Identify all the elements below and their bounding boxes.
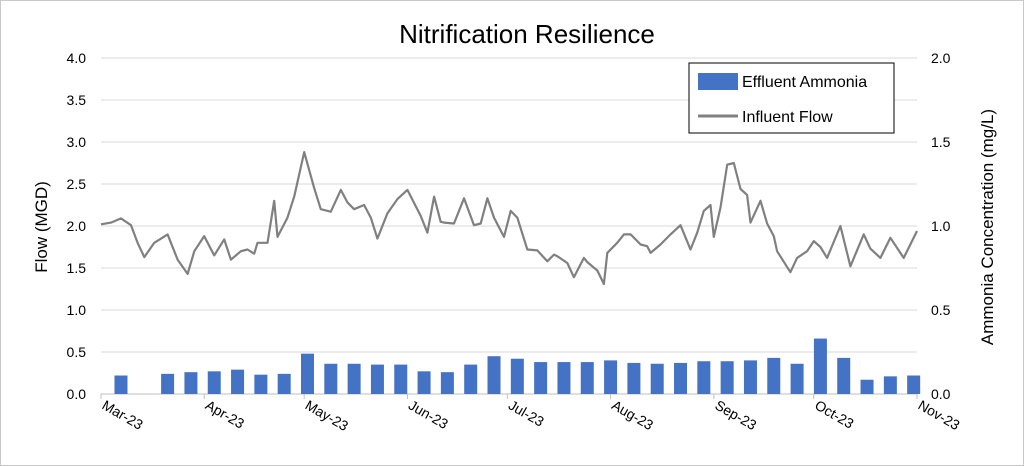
- bar-effluent-ammonia: [907, 375, 921, 394]
- bar-effluent-ammonia: [790, 363, 804, 394]
- bar-effluent-ammonia: [464, 364, 478, 394]
- right-y-axis-title: Ammonia Concentration (mg/L): [978, 109, 997, 345]
- bar-effluent-ammonia: [604, 360, 618, 394]
- left-y-tick-label: 2.5: [67, 176, 87, 192]
- left-y-tick-label: 3.0: [67, 134, 87, 150]
- bar-effluent-ammonia: [161, 373, 175, 394]
- x-tick-label: Oct-23: [812, 397, 857, 432]
- x-tick-label: Nov-23: [916, 397, 963, 434]
- right-y-tick-label: 1.5: [931, 134, 951, 150]
- x-tick-label: Sep-23: [712, 397, 759, 434]
- bar-effluent-ammonia: [254, 374, 268, 394]
- bar-effluent-ammonia: [394, 364, 408, 394]
- x-tick-label: Jul-23: [506, 397, 547, 430]
- bar-effluent-ammonia: [487, 356, 501, 394]
- chart-title: Nitrification Resilience: [399, 19, 655, 49]
- bar-effluent-ammonia: [184, 372, 198, 394]
- left-y-axis-ticks: 0.0 0.5 1.0 1.5 2.0 2.5 3.0 3.5 4.0: [67, 50, 87, 402]
- legend-label-influent-flow: Influent Flow: [742, 109, 833, 126]
- line-series-influent-flow: [100, 151, 918, 286]
- influent-flow-line: [100, 151, 918, 286]
- x-tick-label: Aug-23: [609, 397, 656, 434]
- bar-effluent-ammonia: [720, 361, 734, 394]
- legend-box: [688, 62, 895, 134]
- bar-series-effluent-ammonia: [114, 338, 921, 394]
- right-y-tick-label: 1.0: [931, 218, 951, 234]
- bar-effluent-ammonia: [347, 363, 361, 394]
- grid-lines: [101, 57, 917, 395]
- bar-effluent-ammonia: [743, 360, 757, 394]
- bar-effluent-ammonia: [557, 362, 571, 394]
- bar-effluent-ammonia: [207, 371, 221, 394]
- bar-effluent-ammonia: [813, 338, 827, 394]
- left-y-tick-label: 2.0: [67, 218, 87, 234]
- right-y-tick-label: 0.5: [931, 302, 951, 318]
- right-y-tick-label: 2.0: [931, 50, 951, 66]
- bar-effluent-ammonia: [837, 357, 851, 394]
- bar-effluent-ammonia: [417, 371, 431, 394]
- left-y-tick-label: 3.5: [67, 92, 87, 108]
- bar-effluent-ammonia: [300, 353, 314, 394]
- bar-effluent-ammonia: [674, 362, 688, 394]
- bar-effluent-ammonia: [277, 373, 291, 394]
- x-tick-label: Jun-23: [406, 397, 451, 432]
- left-y-tick-label: 4.0: [67, 50, 87, 66]
- bar-effluent-ammonia: [324, 363, 338, 394]
- right-y-axis-ticks: 0.0 0.5 1.0 1.5 2.0: [931, 50, 951, 402]
- legend: Effluent Ammonia Influent Flow: [688, 62, 895, 134]
- bar-effluent-ammonia: [650, 363, 664, 394]
- left-y-tick-label: 0.0: [67, 386, 87, 402]
- legend-label-effluent-ammonia: Effluent Ammonia: [742, 74, 867, 91]
- x-tick-label: Apr-23: [203, 397, 248, 432]
- x-axis-ticks: Mar-23 Apr-23 May-23 Jun-23 Jul-23 Aug-23 Sep-…: [100, 394, 963, 434]
- bar-effluent-ammonia: [697, 361, 711, 394]
- bar-effluent-ammonia: [580, 362, 594, 394]
- x-tick-label: May-23: [303, 397, 352, 434]
- left-y-tick-label: 1.5: [67, 260, 87, 276]
- bar-effluent-ammonia: [767, 357, 781, 394]
- legend-swatch-effluent-ammonia: [698, 73, 738, 90]
- left-y-tick-label: 1.0: [67, 302, 87, 318]
- left-y-tick-label: 0.5: [67, 344, 87, 360]
- right-y-tick-label: 0.0: [931, 386, 951, 402]
- bar-effluent-ammonia: [114, 375, 128, 394]
- bar-effluent-ammonia: [370, 364, 384, 394]
- bar-effluent-ammonia: [231, 369, 245, 394]
- bar-effluent-ammonia: [860, 379, 874, 394]
- bar-effluent-ammonia: [510, 358, 524, 394]
- bar-effluent-ammonia: [627, 362, 641, 394]
- bar-effluent-ammonia: [534, 362, 548, 394]
- bar-effluent-ammonia: [440, 372, 454, 394]
- bar-effluent-ammonia: [883, 376, 897, 394]
- left-y-axis-title: Flow (MGD): [32, 181, 51, 273]
- x-tick-label: Mar-23: [100, 397, 147, 433]
